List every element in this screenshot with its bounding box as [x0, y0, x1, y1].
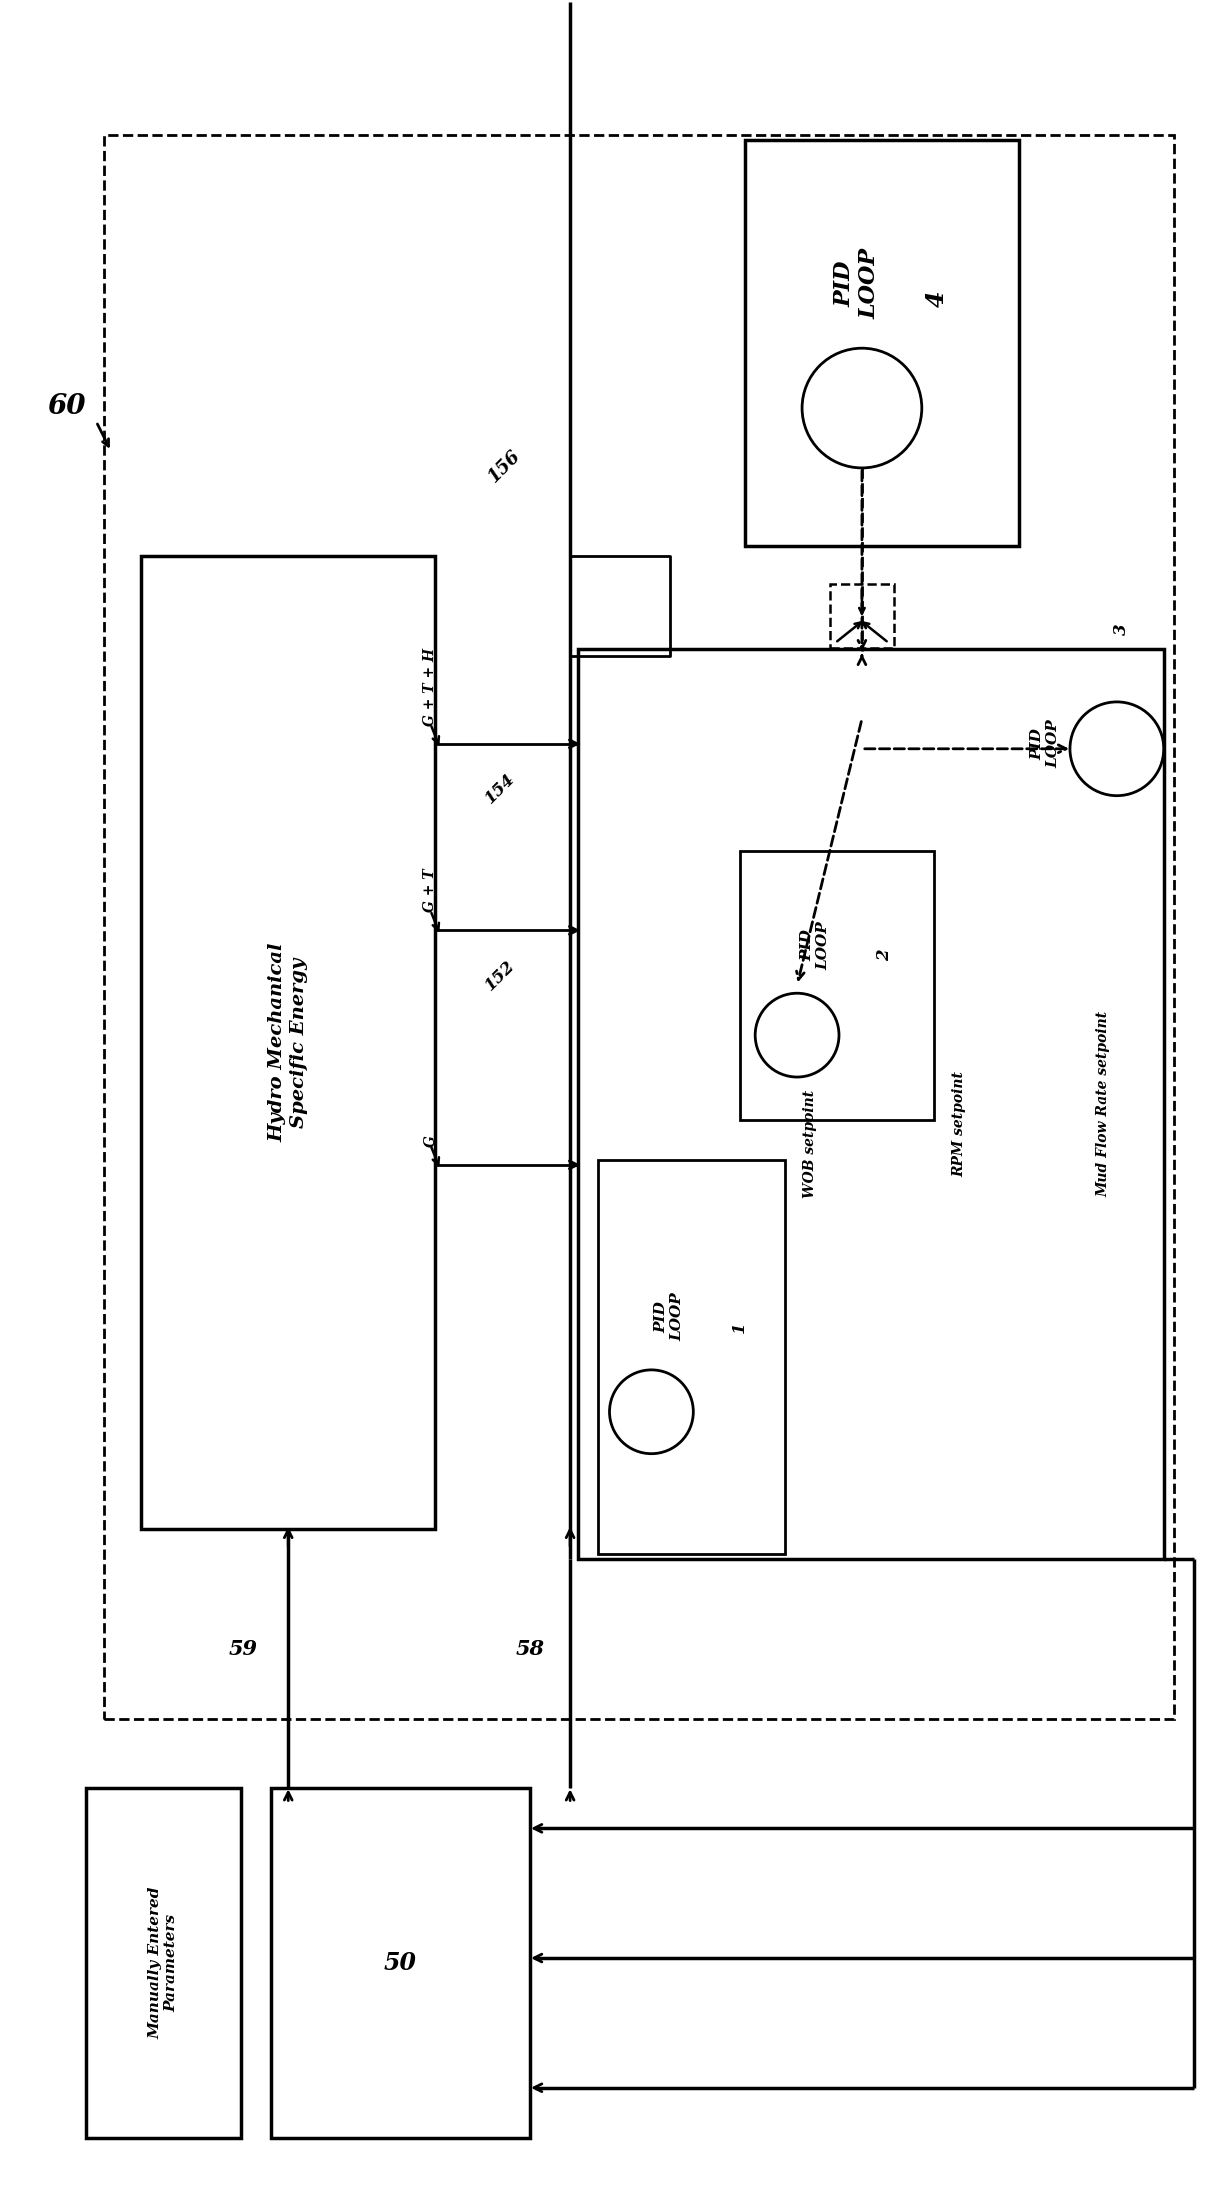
- Text: 3: 3: [1113, 624, 1130, 635]
- Text: Mud Flow Rate setpoint: Mud Flow Rate setpoint: [1097, 1012, 1111, 1198]
- Bar: [271, 1789, 530, 2137]
- Bar: [739, 850, 934, 1119]
- Bar: [141, 556, 435, 1529]
- Text: G + T + H: G + T + H: [423, 648, 438, 725]
- Text: 1: 1: [731, 1321, 748, 1334]
- Bar: [744, 140, 1019, 545]
- Text: RPM setpoint: RPM setpoint: [953, 1071, 966, 1176]
- Bar: [830, 585, 894, 648]
- Bar: [86, 1789, 240, 2137]
- Text: 154: 154: [482, 771, 519, 808]
- Bar: [579, 648, 1163, 1559]
- Text: 4: 4: [924, 289, 949, 307]
- Text: 60: 60: [47, 392, 86, 420]
- Bar: [104, 136, 1173, 1719]
- Text: 152: 152: [482, 957, 519, 994]
- Text: WOB setpoint: WOB setpoint: [803, 1091, 817, 1198]
- Bar: [598, 1161, 785, 1555]
- Text: Hydro Mechanical
Specific Energy: Hydro Mechanical Specific Energy: [268, 944, 308, 1143]
- Text: 58: 58: [516, 1638, 544, 1658]
- Text: Manually Entered
Parameters: Manually Entered Parameters: [148, 1888, 179, 2039]
- Text: PID
LOOP: PID LOOP: [799, 922, 830, 970]
- Text: PID
LOOP: PID LOOP: [1030, 721, 1060, 769]
- Text: G: G: [423, 1134, 438, 1148]
- Text: 156: 156: [484, 447, 524, 486]
- Text: PID
LOOP: PID LOOP: [834, 247, 880, 320]
- Text: 59: 59: [229, 1638, 257, 1658]
- Text: PID
LOOP: PID LOOP: [655, 1292, 684, 1340]
- Text: G + T: G + T: [423, 869, 438, 913]
- Text: 50: 50: [384, 1951, 417, 1975]
- Text: 2: 2: [877, 950, 894, 961]
